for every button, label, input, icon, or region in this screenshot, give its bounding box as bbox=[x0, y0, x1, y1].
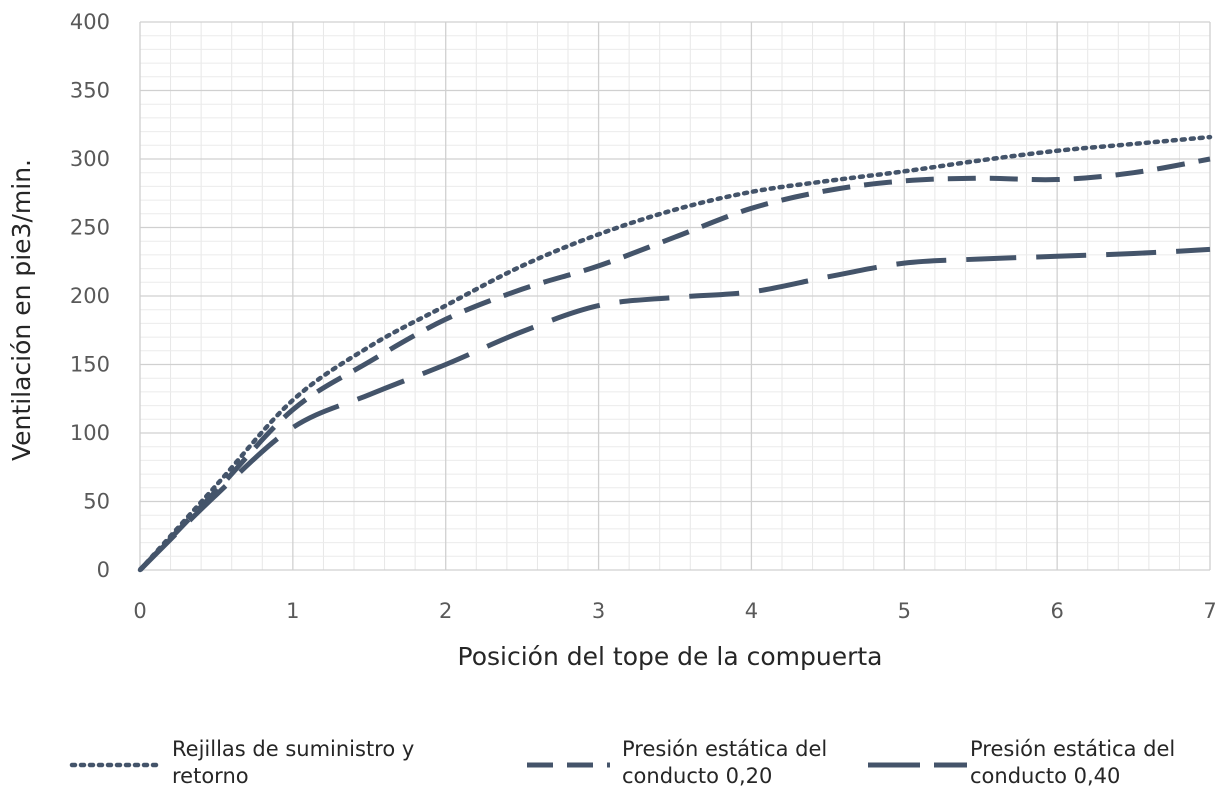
x-tick-label: 2 bbox=[439, 599, 452, 623]
series-line-2 bbox=[138, 156, 1211, 572]
x-tick-label: 3 bbox=[592, 599, 605, 623]
series-line-1 bbox=[137, 134, 1213, 573]
x-tick-label: 4 bbox=[745, 599, 758, 623]
y-axis-tick-labels: 0 50 100 150 200 250 300 350 400 bbox=[70, 10, 110, 582]
y-tick-label: 400 bbox=[70, 10, 110, 34]
x-tick-label: 6 bbox=[1050, 599, 1063, 623]
series-line-3 bbox=[138, 246, 1211, 572]
y-tick-label: 200 bbox=[70, 284, 110, 308]
legend-label: Presión estática del bbox=[970, 737, 1175, 761]
y-axis-title: Ventilación en pie3/min. bbox=[7, 159, 36, 461]
legend-label: Presión estática del bbox=[622, 737, 827, 761]
legend-label: conducto 0,40 bbox=[970, 764, 1120, 788]
legend-label: retorno bbox=[172, 764, 249, 788]
x-tick-label: 1 bbox=[286, 599, 299, 623]
y-tick-label: 50 bbox=[83, 490, 110, 514]
y-tick-label: 150 bbox=[70, 353, 110, 377]
legend-label: Rejillas de suministro y bbox=[172, 737, 414, 761]
y-tick-label: 300 bbox=[70, 147, 110, 171]
y-tick-label: 0 bbox=[97, 558, 110, 582]
x-tick-label: 7 bbox=[1203, 599, 1216, 623]
y-tick-label: 350 bbox=[70, 79, 110, 103]
x-tick-label: 0 bbox=[133, 599, 146, 623]
legend: Rejillas de suministro y retorno Presión e… bbox=[69, 737, 1175, 788]
y-tick-label: 100 bbox=[70, 421, 110, 445]
x-tick-label: 5 bbox=[898, 599, 911, 623]
x-axis-tick-labels: 0 1 2 3 4 5 6 7 bbox=[133, 599, 1216, 623]
legend-label: conducto 0,20 bbox=[622, 764, 772, 788]
y-tick-label: 250 bbox=[70, 216, 110, 240]
major-gridlines bbox=[139, 21, 1211, 571]
x-axis-title: Posición del tope de la compuerta bbox=[458, 642, 883, 671]
series-lines bbox=[137, 134, 1213, 573]
